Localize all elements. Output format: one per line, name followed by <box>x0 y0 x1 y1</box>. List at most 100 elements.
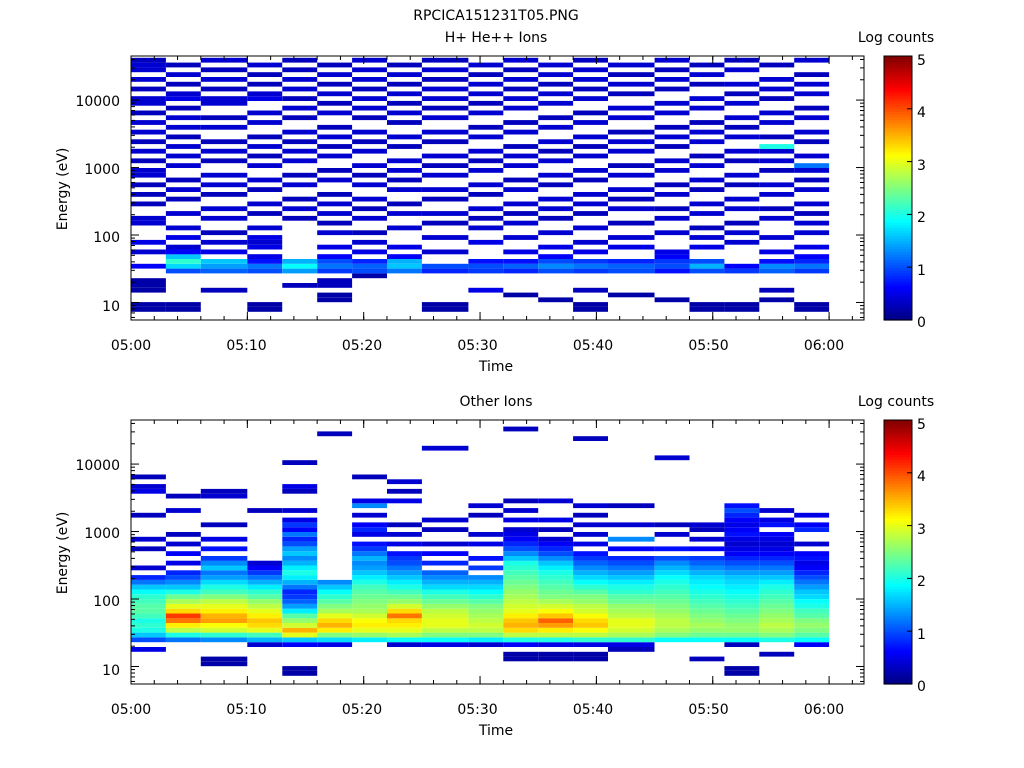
colorbar-swatch <box>884 61 912 65</box>
heatmap-cell <box>282 259 318 264</box>
heatmap-cell <box>468 565 504 571</box>
heatmap-cell <box>759 589 795 595</box>
heatmap-cell <box>317 603 353 609</box>
colorbar-swatch <box>884 77 912 81</box>
heatmap-cell <box>131 632 166 638</box>
heatmap-cell <box>573 570 608 576</box>
heatmap-cell <box>282 96 318 101</box>
heatmap-cell <box>200 560 248 566</box>
heatmap-cell <box>165 211 201 216</box>
heatmap-cell <box>689 560 725 566</box>
heatmap-cell <box>689 211 725 216</box>
colorbar-swatch <box>884 145 912 149</box>
colorbar-swatch <box>884 475 912 479</box>
heatmap-cell <box>352 249 387 255</box>
heatmap-cell <box>689 527 725 532</box>
heatmap-cell <box>352 551 387 556</box>
heatmap-cell <box>317 613 353 619</box>
heatmap-cell <box>794 565 830 571</box>
heatmap-cell <box>165 608 201 614</box>
heatmap-cell <box>608 637 655 643</box>
heatmap-cell <box>421 589 469 595</box>
heatmap-cell <box>421 613 469 619</box>
colorbar-tick-labels: 0 1 2 3 4 5 <box>917 417 926 695</box>
heatmap-cell <box>654 565 690 571</box>
heatmap-cell <box>689 613 725 619</box>
heatmap-cell <box>387 177 422 183</box>
heatmap-cell <box>200 263 248 269</box>
heatmap-cell <box>654 215 690 221</box>
heatmap-cell <box>387 594 422 600</box>
heatmap-cell <box>724 158 760 164</box>
heatmap-cell <box>247 211 283 216</box>
heatmap-cell <box>538 603 574 609</box>
heatmap-cell <box>317 623 353 628</box>
heatmap-cell <box>282 139 318 145</box>
heatmap-cell <box>794 541 830 547</box>
heatmap-cell <box>573 96 608 101</box>
heatmap-cell <box>317 168 353 173</box>
heatmap-cell <box>421 67 469 73</box>
heatmap-cell <box>317 292 353 298</box>
heatmap-cell <box>387 637 422 643</box>
colorbar-swatch <box>884 63 912 68</box>
heatmap-cell <box>200 139 248 145</box>
heatmap-cell <box>421 527 469 532</box>
heatmap-cell <box>317 230 353 236</box>
heatmap-cell <box>247 134 283 140</box>
heatmap-cell <box>282 172 318 178</box>
heatmap-cell <box>317 124 353 130</box>
heatmap-cell <box>282 148 318 154</box>
heatmap-cell <box>387 134 422 140</box>
heatmap-cell <box>421 96 469 101</box>
colorbar-swatch <box>884 122 912 126</box>
heatmap-cell <box>387 91 422 97</box>
heatmap-cell <box>247 642 283 647</box>
heatmap-cell <box>724 182 760 188</box>
heatmap-cell <box>724 623 760 628</box>
heatmap-cell <box>503 177 539 183</box>
heatmap-cell <box>724 220 760 226</box>
heatmap-cell <box>573 608 608 614</box>
heatmap-cell <box>654 584 690 590</box>
y-tick-labels: 10 100 1000 10000 <box>75 94 120 315</box>
heatmap-cell <box>503 656 539 662</box>
colorbar-swatch <box>884 180 912 184</box>
heatmap-cell <box>317 608 353 614</box>
heatmap-cell <box>387 168 422 173</box>
heatmap-cell <box>759 560 795 566</box>
heatmap-cell <box>200 661 248 667</box>
heatmap-cell <box>573 637 608 643</box>
heatmap-cell <box>654 168 690 173</box>
heatmap-cell <box>724 508 760 513</box>
heatmap-cell <box>538 632 574 638</box>
heatmap-cell <box>503 249 539 255</box>
heatmap-cell <box>794 168 830 173</box>
colorbar-swatch <box>884 483 912 487</box>
heatmap-cell <box>503 187 539 192</box>
heatmap-cell <box>689 177 725 183</box>
heatmap-cell <box>538 541 574 547</box>
colorbar-swatch <box>884 119 912 123</box>
heatmap-cell <box>468 642 504 647</box>
colorbar-swatch <box>884 512 912 516</box>
colorbar-swatch <box>884 470 912 474</box>
heatmap-cell <box>200 115 248 121</box>
heatmap-cell <box>200 522 248 528</box>
heatmap-cell <box>503 608 539 614</box>
heatmap-cell <box>608 62 655 68</box>
colorbar-label: Log counts <box>858 394 934 410</box>
heatmap-cell <box>165 575 201 580</box>
heatmap-cell <box>352 589 387 595</box>
heatmap-cell <box>794 129 830 135</box>
colorbar-frame <box>883 419 913 685</box>
colorbar-swatch <box>884 612 912 616</box>
colorbar-swatch <box>884 283 912 287</box>
heatmap-cell <box>282 627 318 633</box>
heatmap-cell <box>759 96 795 101</box>
heatmap-cell <box>608 565 655 571</box>
heatmap-cell <box>689 584 725 590</box>
heatmap-cell <box>282 565 318 571</box>
heatmap-cell <box>503 508 539 513</box>
heatmap-cell <box>608 575 655 580</box>
